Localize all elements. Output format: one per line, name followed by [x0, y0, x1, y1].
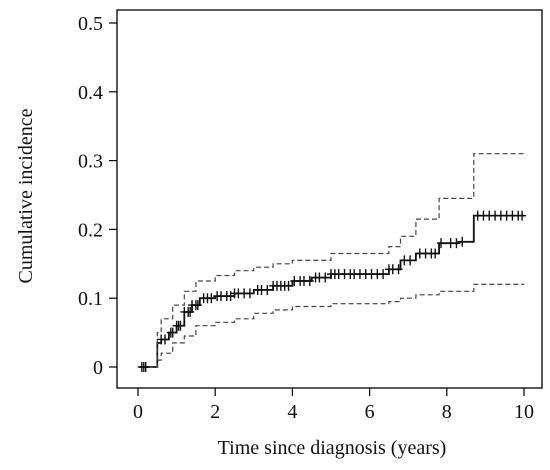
censor-mark — [168, 327, 177, 338]
lower-ci-line — [139, 283, 524, 368]
censor-mark — [176, 320, 185, 331]
plot-frame — [116, 9, 543, 389]
censor-mark — [284, 280, 293, 291]
censor-mark — [161, 334, 170, 345]
y-tick-label: 0.2 — [78, 219, 103, 241]
y-tick-label: 0.3 — [78, 151, 103, 173]
x-tick-label: 6 — [365, 401, 375, 423]
y-tick-label: 0.4 — [78, 82, 103, 104]
y-axis: 0 0.1 0.2 0.3 0.4 0.5 — [78, 13, 117, 379]
censor-mark — [379, 269, 388, 280]
x-tick-label: 0 — [133, 401, 143, 423]
x-tick-label: 4 — [287, 401, 297, 423]
censor-mark — [437, 238, 446, 249]
x-axis-title: Time since diagnosis (years) — [218, 437, 447, 459]
censor-mark — [193, 300, 202, 311]
censor-mark — [452, 238, 461, 249]
y-tick-label: 0.5 — [78, 13, 103, 35]
y-tick-label: 0 — [93, 357, 103, 379]
series-layer — [139, 153, 524, 368]
censor-marks — [137, 210, 527, 372]
x-tick-label: 10 — [514, 401, 534, 423]
censor-mark — [245, 288, 254, 299]
y-axis-title: Cumulative incidence — [15, 108, 37, 283]
censor-mark — [141, 362, 150, 372]
censor-mark — [263, 284, 272, 295]
x-axis: 0 2 4 6 8 10 — [133, 388, 534, 423]
censor-mark — [321, 272, 330, 283]
censor-mark — [458, 236, 467, 247]
censor-mark — [518, 210, 527, 221]
censor-mark — [431, 248, 440, 259]
y-tick-label: 0.1 — [78, 288, 103, 310]
upper-ci-line — [139, 153, 524, 368]
censor-mark — [226, 291, 235, 302]
censor-mark — [186, 306, 195, 317]
x-tick-label: 8 — [442, 401, 452, 423]
x-tick-label: 2 — [210, 401, 220, 423]
censor-mark — [207, 293, 216, 304]
censor-mark — [406, 255, 415, 266]
censor-mark — [305, 276, 314, 286]
censor-mark — [394, 264, 403, 275]
